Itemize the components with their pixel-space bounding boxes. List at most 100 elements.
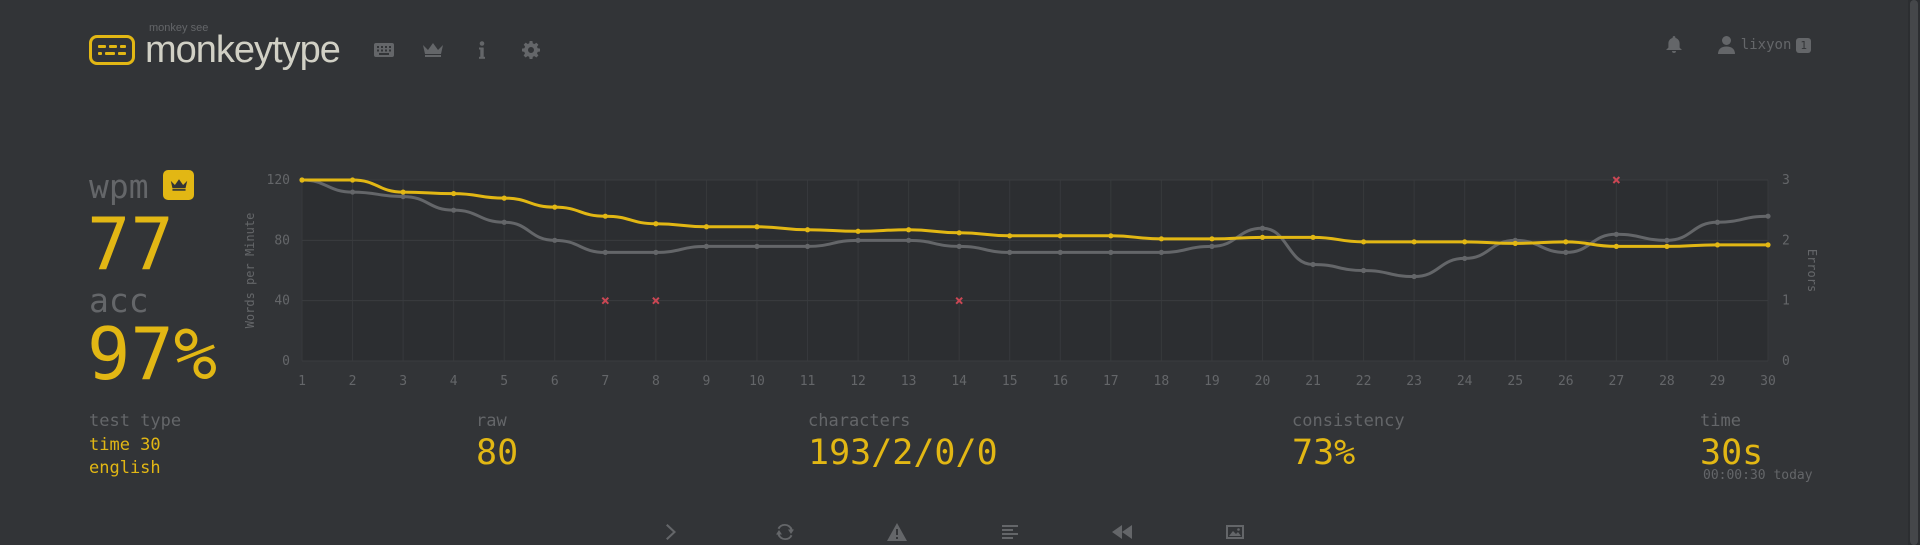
report-test-button[interactable] — [882, 520, 912, 544]
time-value: 30s — [1700, 433, 1764, 473]
error-marker — [1612, 176, 1621, 184]
x-tick-label: 9 — [702, 374, 710, 389]
gear-icon — [522, 41, 541, 59]
series-point-raw — [1714, 219, 1721, 225]
series-point-raw — [501, 219, 507, 225]
series-point-wpm — [1613, 243, 1619, 249]
restart-test-button[interactable] — [770, 520, 800, 544]
series-line-raw — [301, 178, 1769, 279]
logo-keyboard-icon[interactable] — [89, 35, 135, 65]
series-point-raw — [956, 243, 962, 249]
x-tick-label: 28 — [1659, 374, 1675, 389]
x-tick-label: 20 — [1255, 374, 1271, 389]
x-tick-label: 3 — [399, 374, 407, 389]
next-test-button[interactable] — [656, 520, 686, 544]
y2-axis-label: Errors — [1805, 249, 1819, 292]
y2-tick-label: 1 — [1782, 294, 1790, 309]
series-point-wpm — [1714, 242, 1721, 248]
series-point-wpm — [1765, 242, 1771, 248]
series-point-raw — [1411, 273, 1417, 280]
x-tick-label: 10 — [749, 374, 765, 389]
page-scrollbar-thumb[interactable] — [1910, 0, 1918, 545]
result-chart[interactable]: 0 40 80 120 0 1 2 3 1 2 3 4 5 6 7 8 9 10 11 12 13 14 15 16 17 18 1… — [240, 168, 1820, 400]
x-tick-label: 29 — [1710, 374, 1726, 389]
logo-title: monkeytype — [145, 29, 341, 71]
y2-tick-label: 3 — [1782, 173, 1790, 188]
y-tick-label: 120 — [267, 173, 290, 188]
series-point-wpm — [299, 177, 305, 183]
y2-tick-label: 0 — [1782, 354, 1790, 369]
series-point-wpm — [349, 177, 356, 183]
y-tick-label: 40 — [274, 294, 290, 309]
raw-value: 80 — [476, 433, 519, 473]
series-point-wpm — [1462, 239, 1468, 245]
series-point-wpm — [552, 204, 558, 210]
x-tick-label: 19 — [1204, 374, 1220, 389]
words-history-button[interactable] — [995, 520, 1025, 544]
series-point-wpm — [1108, 233, 1114, 239]
nav-test-button[interactable] — [360, 35, 409, 65]
series-point-raw — [1563, 249, 1569, 255]
y-tick-label: 80 — [274, 233, 290, 248]
consistency-value: 73% — [1292, 433, 1356, 473]
logo[interactable]: monkey see monkeytype — [145, 22, 341, 71]
series-point-raw — [1310, 261, 1316, 268]
series-point-wpm — [1360, 239, 1367, 245]
y2-tick-label: 2 — [1782, 233, 1790, 248]
error-marker — [955, 296, 963, 305]
series-point-raw — [1259, 225, 1266, 231]
personal-best-crown — [163, 170, 194, 200]
result-actions — [0, 520, 1920, 545]
series-point-raw — [1108, 249, 1114, 255]
series-point-raw — [703, 243, 710, 249]
nav-about-button[interactable] — [458, 35, 507, 65]
series-point-raw — [1158, 249, 1164, 255]
screenshot-button[interactable] — [1220, 520, 1250, 544]
notifications-button[interactable] — [1665, 36, 1682, 54]
series-point-wpm — [1664, 243, 1670, 249]
series-point-wpm — [956, 230, 962, 236]
bell-icon — [1665, 36, 1682, 53]
top-bar: monkey see monkeytype — [89, 22, 556, 76]
x-tick-label: 26 — [1558, 374, 1574, 389]
x-tick-label: 23 — [1406, 374, 1422, 389]
series-point-wpm — [906, 227, 912, 233]
x-tick-label: 13 — [901, 374, 917, 389]
replay-button[interactable] — [1107, 520, 1137, 544]
series-point-wpm — [1563, 239, 1569, 245]
nav-settings-button[interactable] — [507, 35, 556, 65]
acc-label: acc — [89, 281, 149, 320]
consistency-label: consistency — [1292, 411, 1405, 431]
error-marker — [652, 296, 660, 305]
series-point-wpm — [1158, 236, 1164, 242]
nav-leaderboards-button[interactable] — [409, 35, 458, 65]
account-button[interactable]: lixyon 1 — [1717, 36, 1811, 54]
page-scrollbar-track[interactable] — [1908, 0, 1920, 545]
x-tick-label: 7 — [601, 374, 609, 389]
crown-icon — [170, 179, 187, 191]
time-detail: 00:00:30 today — [1703, 468, 1813, 483]
x-tick-label: 18 — [1154, 374, 1170, 389]
series-point-raw — [754, 243, 760, 249]
series-point-raw — [1613, 231, 1619, 237]
series-point-raw — [804, 243, 811, 249]
test-mode: time 30 — [89, 435, 161, 455]
series-point-raw — [400, 193, 406, 200]
acc-value: 97% — [87, 312, 218, 396]
x-tick-label: 17 — [1103, 374, 1119, 389]
x-tick-label: 27 — [1609, 374, 1625, 389]
x-tick-label: 30 — [1760, 374, 1776, 389]
image-icon — [1226, 525, 1244, 539]
x-tick-label: 12 — [850, 374, 866, 389]
series-point-raw — [451, 207, 457, 213]
x-tick-label: 25 — [1507, 374, 1523, 389]
username: lixyon — [1740, 37, 1792, 53]
restart-icon — [776, 523, 794, 541]
series-point-raw — [855, 237, 861, 243]
series-point-raw — [1462, 255, 1468, 262]
x-tick-label: 22 — [1356, 374, 1372, 389]
crown-icon — [423, 43, 444, 57]
series-point-raw — [1057, 249, 1063, 255]
series-point-raw — [602, 249, 608, 255]
characters-label: characters — [808, 411, 911, 431]
